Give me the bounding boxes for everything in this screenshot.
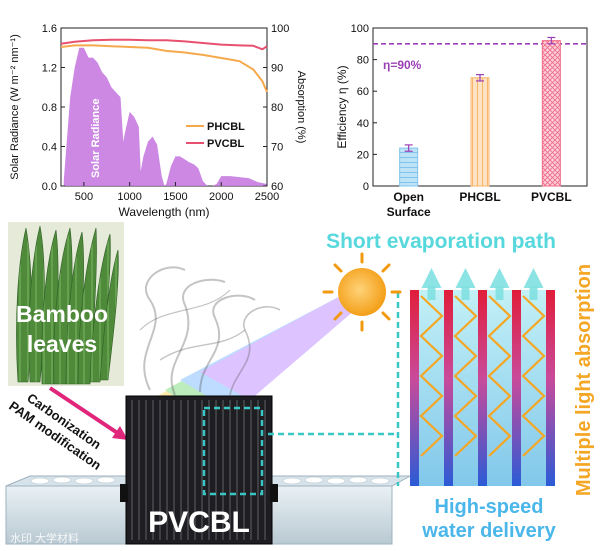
light-zigzag xyxy=(419,295,444,457)
pvcbl-device: PVCBL xyxy=(120,292,400,545)
bamboo-label-line2: leaves xyxy=(27,331,97,357)
y-left-tick-label: 0.8 xyxy=(42,102,57,114)
y-right-tick-label: 90 xyxy=(271,63,283,75)
x-tick-label: 1000 xyxy=(117,191,141,203)
sun-icon xyxy=(322,252,402,332)
bar-phcbl xyxy=(470,77,490,187)
channel-wall xyxy=(478,290,487,486)
y-axis-label: Efficiency η (%) xyxy=(335,65,349,148)
watermark: 水印 大学材料 xyxy=(10,531,79,545)
light-zigzag xyxy=(453,295,478,457)
legend: PHCBL PVCBL xyxy=(186,121,245,150)
device-label: PVCBL xyxy=(148,506,250,539)
multiple-light-absorption-label: Multiple light absorption xyxy=(573,264,595,496)
category-label: Surface xyxy=(387,205,431,219)
y-right-tick-label: 60 xyxy=(271,181,283,193)
y-tick-label: 20 xyxy=(357,149,369,161)
channel-bars xyxy=(410,290,555,486)
x-tick-label: 2000 xyxy=(209,191,233,203)
y-tick-label: 0 xyxy=(363,181,369,193)
y-right-tick-label: 70 xyxy=(271,142,283,154)
absorption-spectrum-chart: 500 1000 1500 2000 2500 0.0 0.4 0.8 1.2 1.6 60 70 80… xyxy=(9,23,307,219)
y-left-tick-label: 1.6 xyxy=(42,23,57,35)
process-arrow-head xyxy=(112,426,128,440)
series-line-pvcbl xyxy=(60,38,268,51)
axis-ticks: 500 1000 1500 2000 2500 0.0 0.4 0.8 1.2 1.6 60 70 80… xyxy=(42,23,290,203)
channel-wall xyxy=(410,290,419,486)
vapor-arrow-stem xyxy=(529,286,538,300)
vapor-arrow xyxy=(523,268,544,288)
bars xyxy=(399,36,561,187)
light-zigzag xyxy=(521,295,546,457)
y-tick-label: 60 xyxy=(357,86,369,98)
legend-label-phcbl: PHCBL xyxy=(207,121,245,133)
reference-line-label: η=90% xyxy=(383,58,422,72)
bamboo-leaves-photo: Bamboo leaves xyxy=(8,222,124,386)
y-axis-left-label: Solar Radiance (W m⁻² nm⁻¹) xyxy=(9,34,21,179)
y-right-tick-label: 100 xyxy=(271,23,289,35)
device-block xyxy=(125,395,273,545)
y-tick-label: 100 xyxy=(351,23,369,35)
legend-label-pvcbl: PVCBL xyxy=(207,138,245,150)
y-right-tick-label: 80 xyxy=(271,102,283,114)
channel-wall xyxy=(444,290,453,486)
solar-radiance-area-label: Solar Radiance xyxy=(90,99,102,178)
solar-radiance-fill xyxy=(63,47,268,186)
water-channel xyxy=(521,290,546,486)
absorption-lines xyxy=(60,38,268,93)
vapor-arrow xyxy=(489,268,510,288)
channel-zoom-illustration xyxy=(410,268,555,486)
y-tick-label: 80 xyxy=(357,55,369,67)
x-tick-label: 1500 xyxy=(163,191,187,203)
bar-pvcbl xyxy=(541,40,561,187)
light-zigzag xyxy=(487,295,512,457)
device-channels xyxy=(131,400,266,540)
water-delivery-label-line1: High-speed xyxy=(435,496,544,518)
solar-radiance-area xyxy=(63,47,268,186)
channel-wall xyxy=(546,290,555,486)
x-tick-label: 500 xyxy=(75,191,93,203)
axis-ticks: 0 20 40 60 80 100 xyxy=(351,23,377,193)
series-line-phcbl xyxy=(60,44,268,93)
vapor-arrows xyxy=(421,268,544,300)
y-left-tick-label: 0.4 xyxy=(42,142,57,154)
y-left-tick-label: 1.2 xyxy=(42,63,57,75)
category-label: PHCBL xyxy=(459,190,500,204)
water-channel xyxy=(419,290,444,486)
vapor-smoke xyxy=(139,266,281,396)
category-label: Open xyxy=(393,190,424,204)
y-axis-right-label: Absorption (%) xyxy=(295,71,307,144)
channel-wall xyxy=(512,290,521,486)
water-channel xyxy=(453,290,478,486)
category-label: PVCBL xyxy=(531,190,572,204)
x-axis-label: Wavelength (nm) xyxy=(119,205,210,219)
short-evaporation-path-label: Short evaporation path xyxy=(326,230,556,253)
vapor-arrow xyxy=(455,268,476,288)
vapor-arrow-stem xyxy=(427,286,436,300)
water-channel xyxy=(487,290,512,486)
water-delivery-label-line2: water delivery xyxy=(421,520,556,542)
vapor-arrow-stem xyxy=(495,286,504,300)
light-reflection-paths xyxy=(419,295,546,457)
y-tick-label: 40 xyxy=(357,118,369,130)
zoom-box xyxy=(202,406,264,496)
foam-pattern xyxy=(30,476,390,485)
vapor-arrow xyxy=(421,268,442,288)
bar-open-surface xyxy=(399,147,419,187)
y-left-tick-label: 0.0 xyxy=(42,181,57,193)
x-tick-label: 2500 xyxy=(255,191,279,203)
process-arrow: Carbonization PAM modification xyxy=(6,386,128,473)
vapor-arrow-stem xyxy=(461,286,470,300)
diagram: Bamboo leaves Carbonization PAM modifica… xyxy=(5,222,595,545)
process-arrow-shaft xyxy=(48,386,124,438)
bamboo-label-line1: Bamboo xyxy=(16,301,108,327)
